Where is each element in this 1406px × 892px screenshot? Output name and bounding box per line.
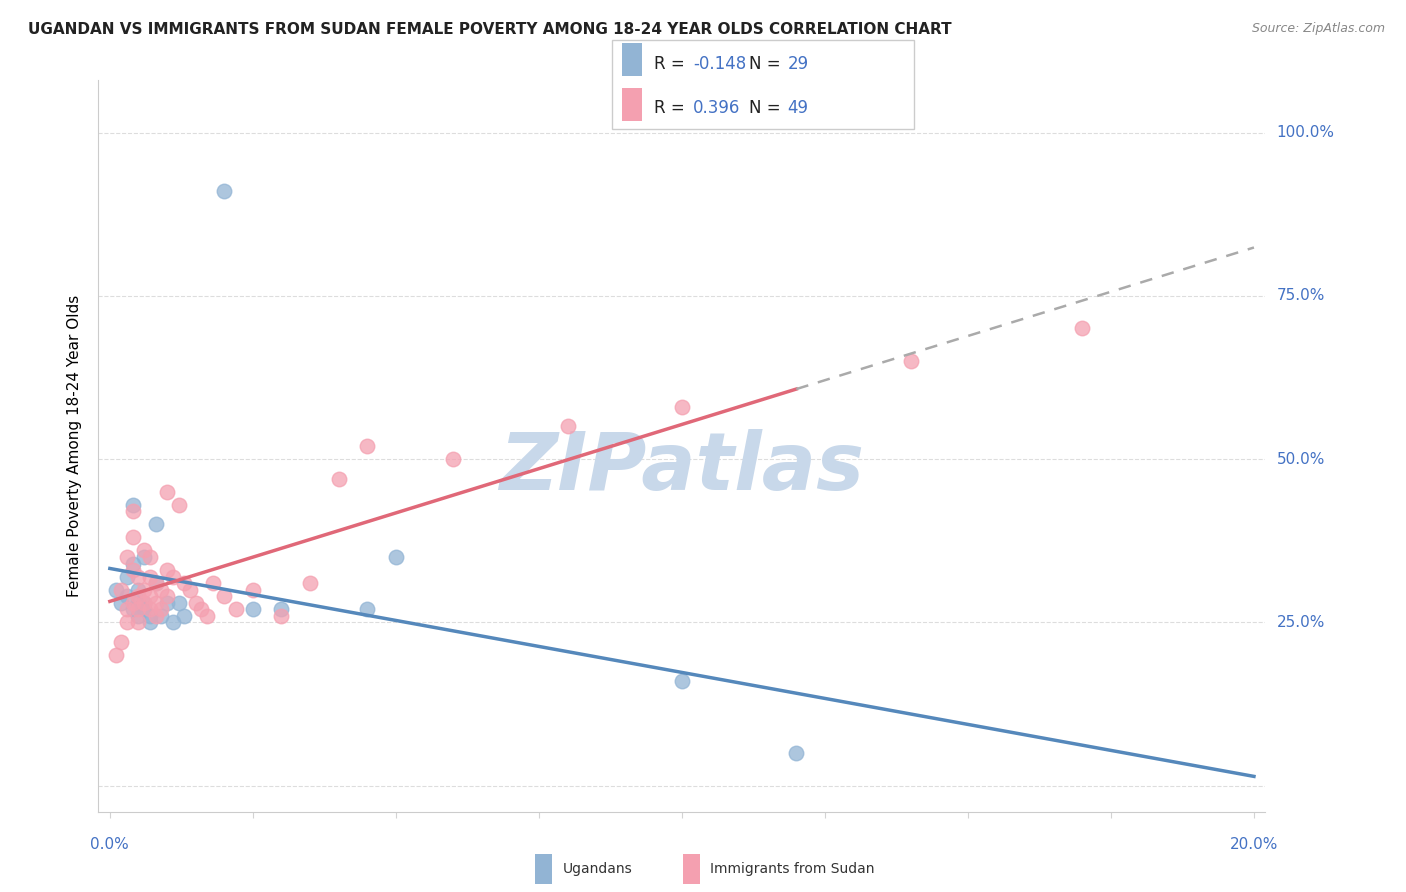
Point: [299, 576, 322, 591]
Point: [900, 354, 922, 368]
Text: -0.148: -0.148: [693, 54, 747, 72]
Point: [121, 596, 143, 610]
Point: [121, 557, 143, 571]
Point: [127, 569, 149, 583]
Text: N =: N =: [749, 99, 786, 117]
Point: [173, 576, 195, 591]
Point: [145, 596, 167, 610]
Point: [270, 608, 292, 623]
Point: [134, 582, 156, 597]
Point: [110, 635, 132, 649]
Point: [184, 596, 207, 610]
Point: [139, 615, 162, 630]
Point: [134, 596, 156, 610]
Point: [121, 563, 143, 577]
Point: [328, 472, 350, 486]
Point: [671, 400, 693, 414]
Point: [270, 602, 292, 616]
Text: 20.0%: 20.0%: [1230, 837, 1278, 852]
Point: [134, 543, 156, 558]
Point: [127, 589, 149, 603]
Point: [356, 602, 378, 616]
Point: [1071, 321, 1094, 335]
Point: [127, 608, 149, 623]
Point: [127, 602, 149, 616]
Text: 29: 29: [787, 54, 808, 72]
Point: [115, 549, 138, 564]
Point: [167, 596, 190, 610]
Point: [145, 608, 167, 623]
Point: [214, 184, 236, 198]
Point: [156, 484, 179, 499]
Point: [115, 589, 138, 603]
Text: R =: R =: [654, 99, 690, 117]
Point: [162, 569, 184, 583]
Point: [121, 602, 143, 616]
Point: [110, 596, 132, 610]
Text: Source: ZipAtlas.com: Source: ZipAtlas.com: [1251, 22, 1385, 36]
Y-axis label: Female Poverty Among 18-24 Year Olds: Female Poverty Among 18-24 Year Olds: [67, 295, 83, 597]
Point: [201, 576, 224, 591]
Text: N =: N =: [749, 54, 786, 72]
Point: [671, 674, 693, 689]
Point: [242, 602, 264, 616]
Point: [139, 569, 162, 583]
Point: [127, 615, 149, 630]
Point: [134, 596, 156, 610]
Point: [145, 576, 167, 591]
Point: [134, 549, 156, 564]
Point: [139, 589, 162, 603]
Point: [121, 498, 143, 512]
Point: [139, 549, 162, 564]
Point: [356, 439, 378, 453]
Point: [441, 452, 464, 467]
Text: Ugandans: Ugandans: [562, 862, 633, 876]
Point: [145, 517, 167, 532]
Point: [139, 608, 162, 623]
Text: 0.396: 0.396: [693, 99, 741, 117]
Text: R =: R =: [654, 54, 690, 72]
Point: [173, 608, 195, 623]
Point: [225, 602, 247, 616]
Point: [127, 596, 149, 610]
Text: 50.0%: 50.0%: [1277, 451, 1324, 467]
Point: [385, 549, 408, 564]
Point: [145, 576, 167, 591]
Point: [242, 582, 264, 597]
Point: [156, 596, 179, 610]
Point: [115, 602, 138, 616]
Point: [156, 589, 179, 603]
Point: [150, 602, 173, 616]
Point: [104, 648, 127, 662]
Text: ZIPatlas: ZIPatlas: [499, 429, 865, 507]
Point: [214, 589, 236, 603]
Point: [179, 582, 201, 597]
Point: [134, 602, 156, 616]
Point: [121, 530, 143, 544]
Point: [139, 602, 162, 616]
Point: [115, 569, 138, 583]
Text: Immigrants from Sudan: Immigrants from Sudan: [710, 862, 875, 876]
Point: [162, 615, 184, 630]
Point: [121, 504, 143, 518]
Point: [557, 419, 579, 434]
Text: 49: 49: [787, 99, 808, 117]
Text: 75.0%: 75.0%: [1277, 288, 1324, 303]
Text: 0.0%: 0.0%: [90, 837, 129, 852]
Point: [785, 746, 807, 760]
Point: [150, 608, 173, 623]
Point: [195, 608, 218, 623]
Point: [190, 602, 212, 616]
Text: 100.0%: 100.0%: [1277, 125, 1334, 140]
Point: [110, 582, 132, 597]
Point: [150, 582, 173, 597]
Point: [156, 563, 179, 577]
Point: [104, 582, 127, 597]
Point: [167, 498, 190, 512]
Text: 25.0%: 25.0%: [1277, 615, 1324, 630]
Point: [127, 582, 149, 597]
Point: [115, 615, 138, 630]
Text: UGANDAN VS IMMIGRANTS FROM SUDAN FEMALE POVERTY AMONG 18-24 YEAR OLDS CORRELATIO: UGANDAN VS IMMIGRANTS FROM SUDAN FEMALE …: [28, 22, 952, 37]
